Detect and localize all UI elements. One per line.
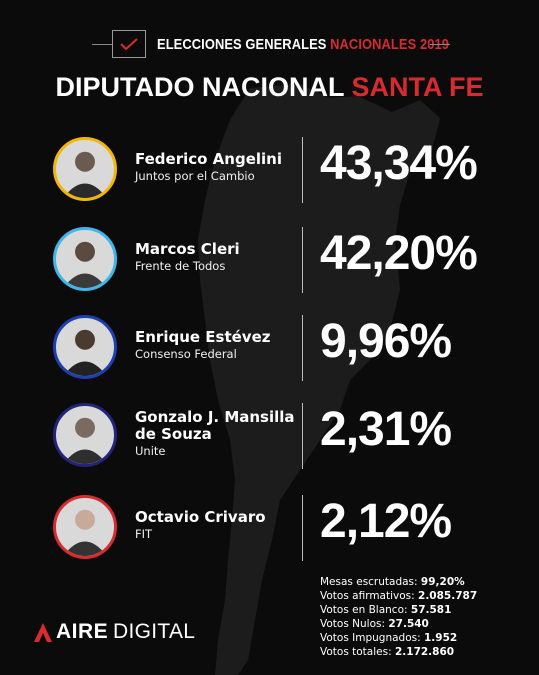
page-title-main: DIPUTADO NACIONAL (55, 72, 344, 102)
candidate-percent: 43,34% (320, 137, 478, 190)
person-icon (63, 417, 107, 464)
brand-name-part2: DIGITAL (113, 620, 196, 643)
row-divider (302, 315, 303, 381)
candidate-percent: 42,20% (320, 227, 478, 280)
header-title-main: ELECCIONES GENERALES (157, 36, 327, 53)
header-title-accent: NACIONALES 2019 (330, 36, 449, 53)
candidate-name: Federico Angelini (135, 150, 282, 168)
page-title-accent: SANTA FE (351, 72, 484, 102)
row-divider (302, 495, 303, 561)
candidate-row: Gonzalo J. Mansilla de Souza Unite 2,31% (0, 398, 539, 480)
vote-stats: Mesas escrutadas: 99,20% Votos afirmativ… (320, 575, 477, 659)
candidate-name: Enrique Estévez (135, 328, 271, 346)
stat-line: Votos en Blanco: 57.581 (320, 604, 452, 616)
candidate-party: Juntos por el Cambio (135, 169, 255, 183)
avatar (53, 495, 117, 559)
candidate-row: Marcos Cleri Frente de Todos 42,20% (0, 222, 539, 304)
aire-logo-icon (34, 623, 52, 642)
row-divider (302, 137, 303, 203)
stat-line: Mesas escrutadas: 99,20% (320, 576, 465, 588)
header-divider-right (430, 44, 450, 45)
candidate-party: Consenso Federal (135, 347, 237, 361)
brand-name-part1: AIRE (56, 620, 109, 643)
candidate-row: Federico Angelini Juntos por el Cambio 4… (0, 132, 539, 214)
candidate-percent: 2,12% (320, 495, 452, 548)
candidate-party: Frente de Todos (135, 259, 226, 273)
candidate-name: Octavio Crivaro (135, 508, 266, 526)
candidate-party: FIT (135, 527, 153, 541)
candidate-percent: 9,96% (320, 315, 452, 368)
header: ELECCIONES GENERALES NACIONALES 2019 (0, 30, 539, 60)
avatar (53, 227, 117, 291)
header-divider-left (92, 44, 112, 45)
row-divider (302, 227, 303, 293)
candidate-party: Unite (135, 444, 166, 458)
avatar (53, 137, 117, 201)
row-divider (302, 403, 303, 469)
person-icon (63, 509, 107, 556)
candidate-row: Octavio Crivaro FIT 2,12% (0, 490, 539, 572)
candidate-percent: 2,31% (320, 403, 452, 456)
stat-line: Votos Nulos: 27.540 (320, 618, 429, 630)
person-icon (63, 329, 107, 376)
stat-line: Votos Impugnados: 1.952 (320, 632, 458, 644)
stat-line: Votos afirmativos: 2.085.787 (320, 590, 478, 602)
person-icon (63, 241, 107, 288)
stat-line: Votos totales: 2.172.860 (320, 646, 455, 658)
person-icon (63, 151, 107, 198)
avatar (53, 315, 117, 379)
header-title: ELECCIONES GENERALES NACIONALES 2019 (157, 36, 449, 53)
ballot-icon (112, 30, 146, 58)
avatar (53, 403, 117, 467)
candidate-name: Marcos Cleri (135, 240, 240, 258)
page-title: DIPUTADO NACIONAL SANTA FE (0, 72, 539, 103)
candidate-name: Gonzalo J. Mansilla de Souza (135, 408, 295, 443)
candidate-row: Enrique Estévez Consenso Federal 9,96% (0, 310, 539, 392)
